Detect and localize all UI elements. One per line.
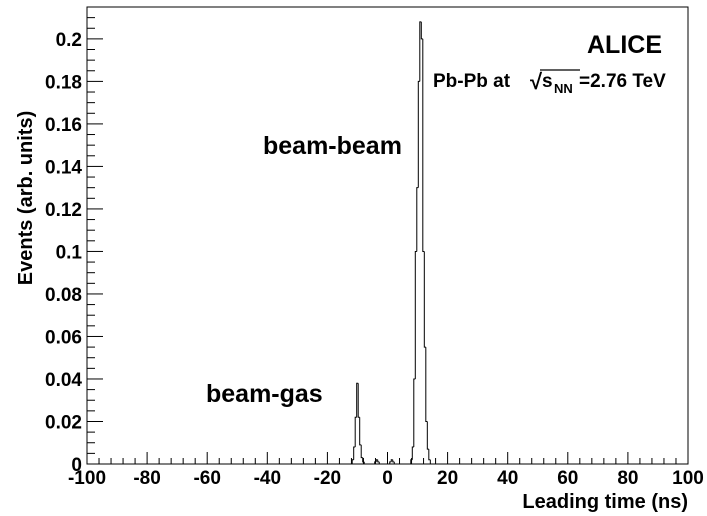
- beam-gas-label: beam-gas: [206, 380, 323, 408]
- x-tick-label: -80: [133, 468, 160, 489]
- histogram-bin: [375, 459, 378, 462]
- sqrt-symbol: √: [530, 69, 543, 94]
- y-tick-label: 0.1: [56, 242, 83, 263]
- histogram-bin: [357, 383, 360, 418]
- histogram-bin: [356, 382, 359, 418]
- histogram-bin: [410, 459, 413, 464]
- histogram-bin: [390, 459, 393, 462]
- histogram-bin: [414, 250, 417, 379]
- histogram-bin: [377, 459, 380, 463]
- x-axis-title: Leading time (ns): [522, 491, 688, 513]
- histogram-bin: [392, 459, 395, 463]
- experiment-label: ALICE: [587, 31, 662, 59]
- histogram-bin: [428, 449, 431, 461]
- x-tick-label: 0: [382, 468, 393, 489]
- sqrt-subscript: NN: [554, 81, 573, 96]
- histogram-bin: [354, 416, 357, 447]
- histogram-bin: [359, 417, 362, 446]
- histogram-bin: [420, 21, 423, 40]
- sqrt-variable: s: [542, 71, 553, 92]
- histogram-bin: [374, 461, 377, 464]
- y-axis-title: Events (arb. units): [15, 111, 37, 285]
- y-tick-label: 0.12: [45, 200, 82, 221]
- system-label: Pb-Pb at: [433, 71, 511, 92]
- y-tick-label: 0.08: [45, 285, 82, 306]
- histogram-bin: [362, 457, 365, 463]
- x-tick-label: -100: [68, 468, 106, 489]
- histogram-bin: [353, 446, 356, 460]
- histogram-bin: [416, 187, 419, 252]
- histogram-bin: [426, 421, 429, 450]
- histogram-bin: [351, 459, 354, 464]
- x-tick-label: 80: [617, 468, 638, 489]
- y-tick-label: 0.16: [45, 115, 82, 136]
- collision-system-label: Pb-Pb at √ s NN =2.76 TeV: [433, 69, 666, 96]
- x-tick-label: -20: [314, 468, 341, 489]
- x-tick-label: 60: [557, 468, 578, 489]
- y-tick-label: 0.06: [45, 327, 82, 348]
- histogram-series: [351, 21, 431, 464]
- histogram-bin: [360, 444, 363, 459]
- histogram-bin: [419, 21, 422, 82]
- y-tick-label: 0.18: [45, 72, 82, 93]
- energy-value: =2.76 TeV: [579, 71, 666, 92]
- y-ticks: [87, 17, 103, 465]
- x-tick-label: -40: [254, 468, 281, 489]
- x-tick-label: 100: [672, 468, 704, 489]
- x-ticks: [86, 452, 689, 464]
- y-tick-label: 0.14: [45, 157, 82, 178]
- y-tick-label: 0.2: [56, 30, 82, 51]
- x-tick-label: 40: [497, 468, 518, 489]
- histogram-bin: [411, 446, 414, 460]
- x-tick-labels: -100 -80 -60 -40 -20 0 20 40 60 80 100: [68, 468, 704, 489]
- x-tick-label: 20: [437, 468, 458, 489]
- histogram-bin: [422, 38, 425, 252]
- beam-beam-label: beam-beam: [263, 132, 402, 160]
- histogram-bin: [425, 347, 428, 422]
- x-tick-label: -60: [193, 468, 220, 489]
- histogram-bin: [389, 461, 392, 464]
- histogram-bin: [413, 378, 416, 447]
- y-tick-labels: 0 0.02 0.04 0.06 0.08 0.1 0.12 0.14 0.16 0.18 0.2: [45, 30, 82, 476]
- y-tick-label: 0.02: [45, 412, 82, 433]
- y-tick-label: 0.04: [45, 370, 82, 391]
- histogram-bin: [417, 80, 420, 188]
- histogram-bin: [423, 251, 426, 348]
- y-tick-label: 0: [71, 455, 82, 476]
